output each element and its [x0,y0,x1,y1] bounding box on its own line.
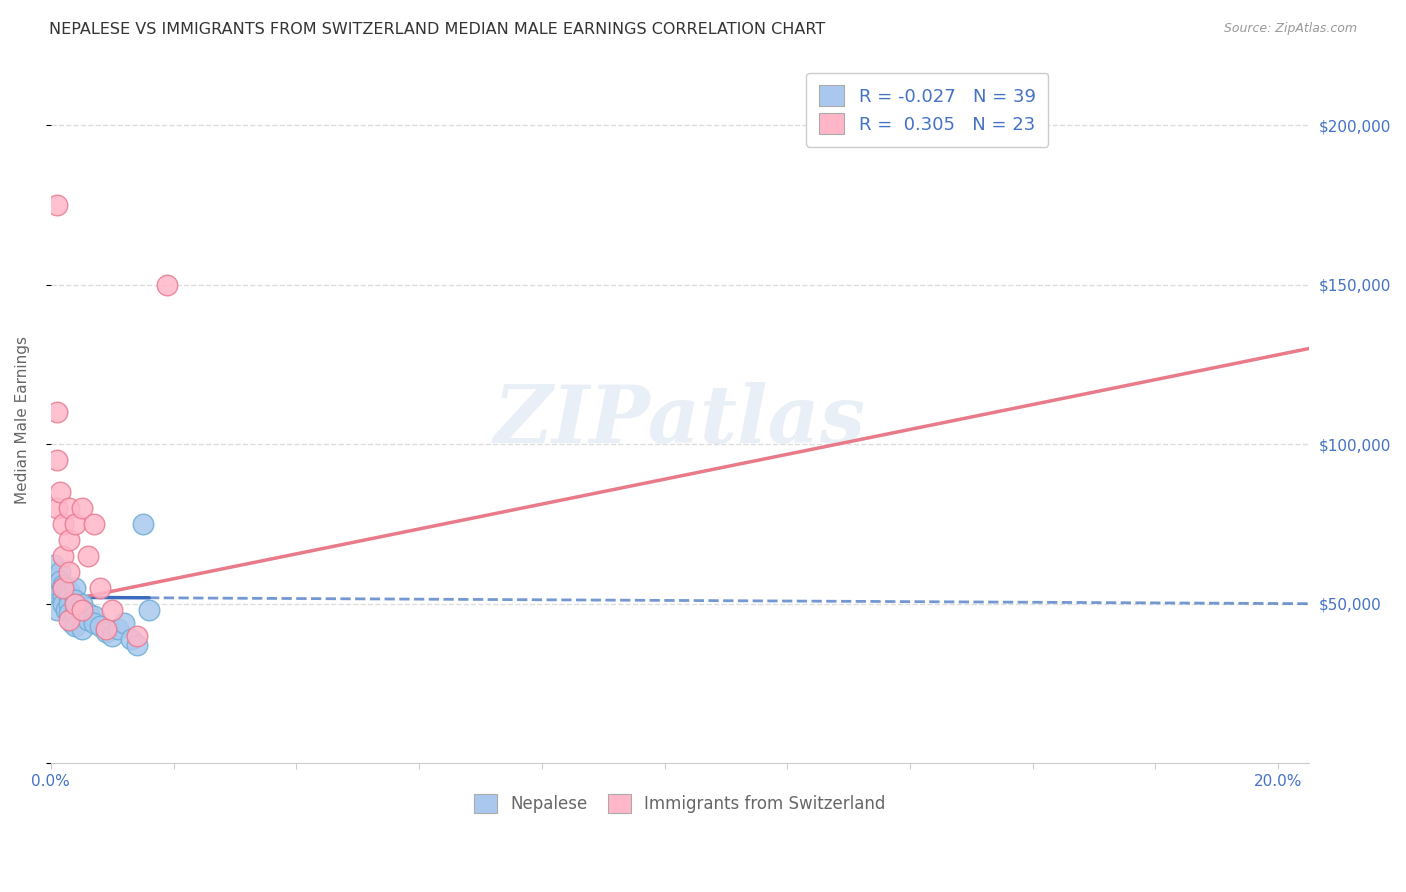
Point [46,587,69,601]
Point [132,516,155,531]
Point [120,632,142,646]
Point [65,593,87,607]
Point [107,622,129,636]
Point [138,603,160,617]
Point [52,587,75,601]
Text: Source: ZipAtlas.com: Source: ZipAtlas.com [1223,22,1357,36]
Point [46,581,69,595]
Point [94,625,117,640]
Point [58,583,80,598]
Point [42,558,65,573]
Point [76,606,98,620]
Point [70,603,93,617]
Point [76,549,98,563]
Point [55,581,77,595]
Point [55,603,77,617]
Point [58,591,80,605]
Point [49,565,72,579]
Point [58,613,80,627]
Point [94,622,117,636]
Point [65,516,87,531]
Point [60,615,83,630]
Point [46,571,69,585]
Point [46,453,69,467]
Point [89,619,111,633]
Legend: Nepalese, Immigrants from Switzerland: Nepalese, Immigrants from Switzerland [464,784,896,823]
Point [70,603,93,617]
Point [65,619,87,633]
Y-axis label: Median Male Earnings: Median Male Earnings [15,336,30,504]
Point [52,591,75,605]
Point [52,577,75,591]
Point [101,629,124,643]
Point [65,581,87,595]
Point [58,500,80,515]
Point [58,606,80,620]
Point [52,516,75,531]
Point [76,613,98,627]
Point [101,603,124,617]
Text: NEPALESE VS IMMIGRANTS FROM SWITZERLAND MEDIAN MALE EARNINGS CORRELATION CHART: NEPALESE VS IMMIGRANTS FROM SWITZERLAND … [49,22,825,37]
Point [49,485,72,500]
Point [58,533,80,547]
Point [83,615,105,630]
Point [114,615,136,630]
Point [83,516,105,531]
Point [52,581,75,595]
Point [46,198,69,212]
Point [156,277,179,292]
Point [83,609,105,624]
Point [46,405,69,419]
Text: ZIPatlas: ZIPatlas [494,382,866,459]
Point [70,500,93,515]
Point [46,500,69,515]
Point [70,597,93,611]
Point [70,622,93,636]
Point [46,603,69,617]
Point [89,581,111,595]
Point [52,597,75,611]
Point [58,597,80,611]
Point [125,629,148,643]
Point [65,597,87,611]
Point [49,574,72,589]
Point [52,549,75,563]
Point [58,565,80,579]
Point [125,638,148,652]
Point [65,606,87,620]
Point [52,581,75,595]
